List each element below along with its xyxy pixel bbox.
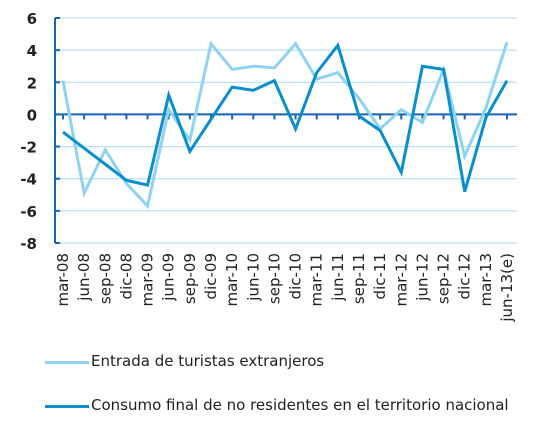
x-tick-label: jun-12 [413, 253, 431, 302]
y-tick-label: -6 [20, 203, 37, 221]
x-tick-label: dic-12 [456, 253, 474, 299]
x-tick-label: mar-08 [54, 253, 72, 307]
x-tick-label: sep-10 [265, 253, 283, 304]
x-tick-label: dic-09 [202, 253, 220, 299]
x-tick-label: jun-10 [244, 253, 262, 302]
x-tick-label: dic-10 [287, 253, 305, 299]
y-tick-label: -4 [20, 171, 37, 189]
x-tick-label: mar-12 [392, 253, 410, 307]
x-tick-label: jun-09 [160, 253, 178, 302]
legend-swatch [45, 361, 89, 364]
y-tick-label: -8 [20, 235, 37, 253]
legend-item: Entrada de turistas extranjeros [45, 352, 530, 370]
legend-label: Entrada de turistas extranjeros [91, 352, 325, 370]
legend-item: Consumo final de no residentes en el ter… [45, 396, 530, 414]
x-tick-label: mar-13 [477, 253, 495, 307]
y-tick-label: 4 [27, 42, 37, 60]
y-tick-label: 6 [27, 10, 37, 28]
x-tick-label: jun-13(e) [498, 253, 516, 323]
x-tick-label: mar-09 [139, 253, 157, 307]
x-tick-label: sep-08 [96, 253, 114, 304]
x-tick-label: mar-10 [223, 253, 241, 307]
x-tick-label: sep-12 [435, 253, 453, 304]
x-tick-label: dic-11 [371, 253, 389, 299]
legend-label: Consumo final de no residentes en el ter… [91, 396, 509, 414]
legend-swatch [45, 405, 89, 408]
x-tick-label: sep-11 [350, 253, 368, 304]
x-tick-label: sep-09 [181, 253, 199, 304]
x-tick-label: dic-08 [117, 253, 135, 299]
x-tick-label: mar-11 [308, 253, 326, 307]
y-tick-label: 2 [27, 74, 37, 92]
series-line [62, 42, 509, 192]
x-tick-label: jun-11 [329, 253, 347, 302]
x-tick-label: jun-08 [75, 253, 93, 302]
y-tick-label: 0 [27, 106, 37, 124]
series-line [61, 40, 509, 210]
y-tick-label: -2 [20, 139, 37, 157]
